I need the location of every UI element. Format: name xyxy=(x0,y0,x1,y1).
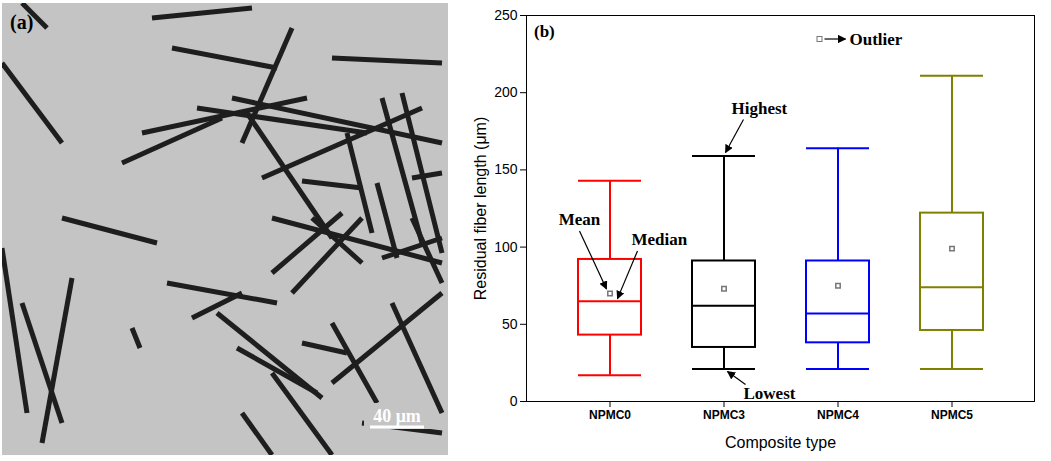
svg-text:Residual fiber length (μm): Residual fiber length (μm) xyxy=(472,117,489,301)
svg-text:Median: Median xyxy=(632,230,688,249)
svg-text:Composite type: Composite type xyxy=(725,434,836,451)
svg-text:NPMC4: NPMC4 xyxy=(817,408,859,422)
svg-text:Mean: Mean xyxy=(559,210,601,229)
svg-text:NPMC3: NPMC3 xyxy=(703,408,745,422)
svg-text:Highest: Highest xyxy=(732,99,788,118)
svg-text:NPMC0: NPMC0 xyxy=(589,408,631,422)
svg-text:(b): (b) xyxy=(534,22,555,41)
svg-text:(a): (a) xyxy=(10,11,33,34)
svg-text:100: 100 xyxy=(494,239,518,255)
svg-text:150: 150 xyxy=(494,161,518,177)
svg-text:Outlier: Outlier xyxy=(850,30,903,49)
svg-text:200: 200 xyxy=(494,84,518,100)
svg-text:40 μm: 40 μm xyxy=(373,406,421,426)
svg-text:250: 250 xyxy=(494,7,518,23)
svg-text:NPMC5: NPMC5 xyxy=(931,408,973,422)
svg-text:50: 50 xyxy=(502,316,518,332)
svg-text:0: 0 xyxy=(510,393,518,409)
svg-text:Lowest: Lowest xyxy=(744,384,796,403)
